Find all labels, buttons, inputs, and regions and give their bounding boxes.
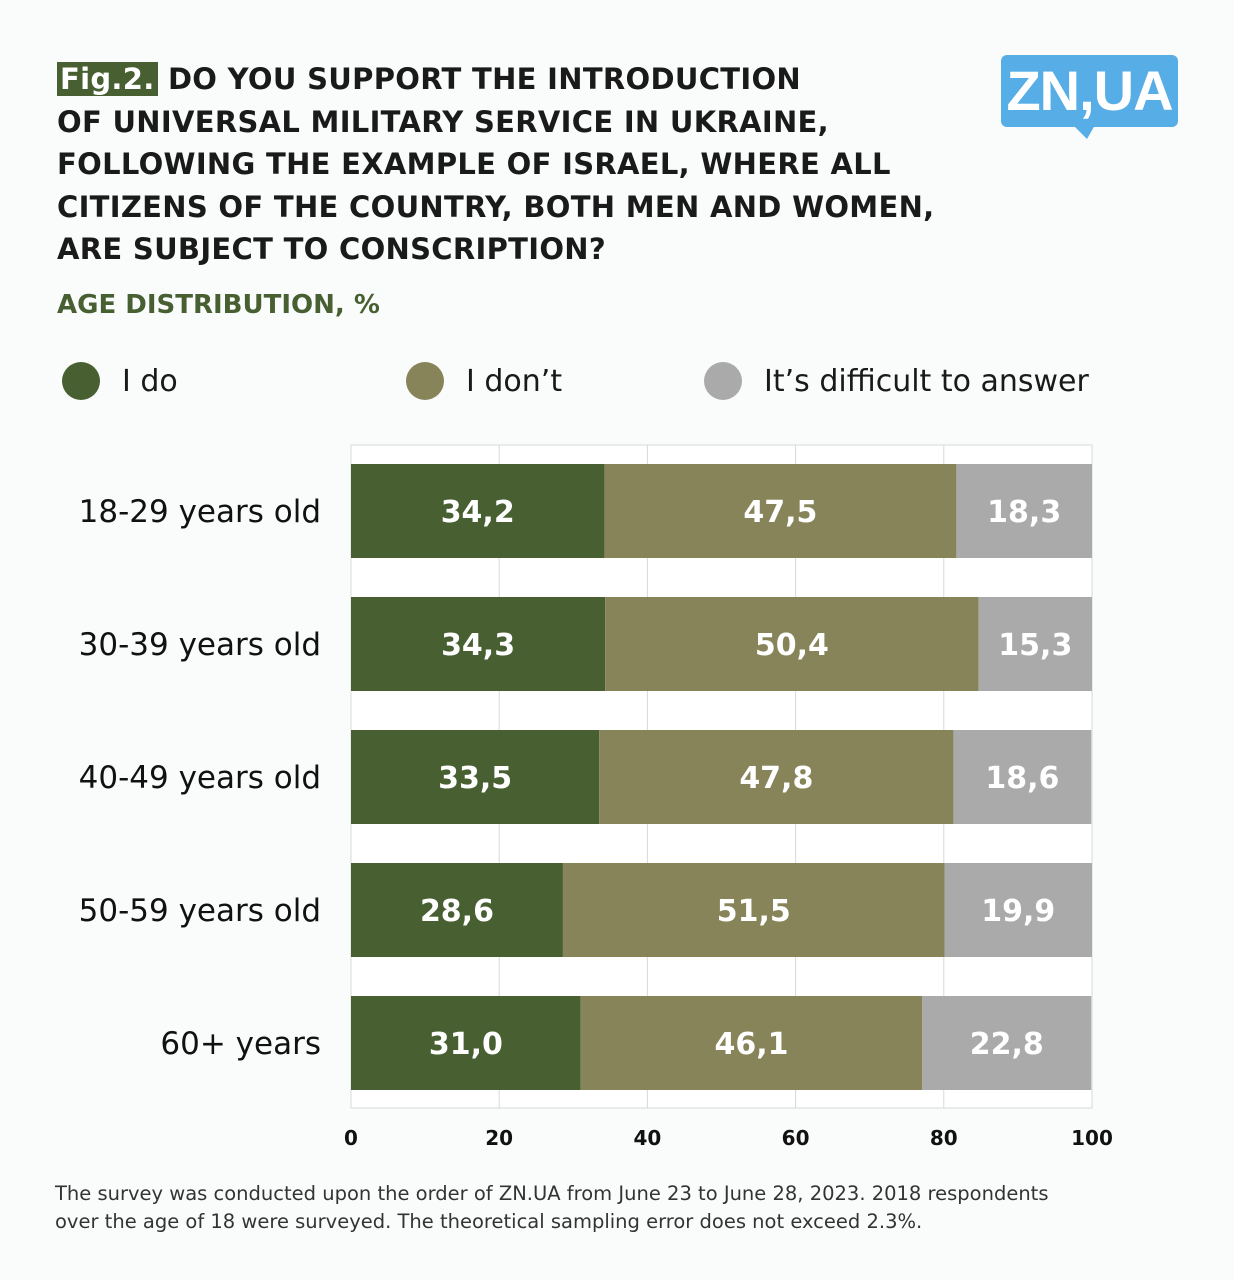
title-line: DO YOU SUPPORT THE INTRODUCTION bbox=[167, 62, 802, 96]
data-label: 34,2 bbox=[441, 495, 515, 530]
bar-segment bbox=[599, 730, 954, 824]
data-label: 19,9 bbox=[981, 894, 1055, 929]
title-line: CITIZENS OF THE COUNTRY, BOTH MEN AND WO… bbox=[57, 189, 935, 224]
data-label: 34,3 bbox=[441, 628, 515, 663]
figure-label: Fig.2. bbox=[57, 62, 158, 96]
bar-segment bbox=[922, 996, 1092, 1090]
zn-ua-logo: ZN,UA bbox=[1001, 55, 1178, 139]
footnote-line: over the age of 18 were surveyed. The th… bbox=[55, 1210, 923, 1233]
data-label: 47,8 bbox=[739, 761, 813, 796]
data-label: 33,5 bbox=[438, 761, 512, 796]
data-label: 15,3 bbox=[998, 628, 1072, 663]
data-label: 50,4 bbox=[755, 628, 829, 663]
x-tick-label: 60 bbox=[782, 1126, 810, 1150]
bar-segment bbox=[604, 464, 957, 558]
bar-segment bbox=[978, 597, 1092, 691]
title-line: OF UNIVERSAL MILITARY SERVICE IN UKRAINE… bbox=[57, 104, 829, 139]
x-tick-label: 100 bbox=[1071, 1126, 1113, 1150]
data-label: 31,0 bbox=[429, 1027, 503, 1062]
legend-swatch bbox=[62, 362, 100, 400]
legend-item-i-dont: I don’t bbox=[406, 362, 562, 400]
category-label: 18-29 years old bbox=[79, 494, 321, 530]
x-tick-label: 40 bbox=[633, 1126, 661, 1150]
footnote: The survey was conducted upon the order … bbox=[55, 1180, 1205, 1236]
legend-item-i-do: I do bbox=[62, 362, 178, 400]
category-label: 50-59 years old bbox=[79, 893, 321, 929]
title-line: FOLLOWING THE EXAMPLE OF ISRAEL, WHERE A… bbox=[57, 147, 891, 181]
x-tick-label: 80 bbox=[930, 1126, 958, 1150]
bar-segment bbox=[944, 863, 1092, 957]
data-label: 46,1 bbox=[714, 1027, 788, 1062]
bar-segment bbox=[351, 996, 581, 1090]
title-line: ARE SUBJECT TO CONSCRIPTION? bbox=[57, 232, 606, 266]
bar-segment bbox=[351, 464, 605, 558]
data-label: 28,6 bbox=[420, 894, 494, 929]
x-tick-label: 20 bbox=[485, 1126, 513, 1150]
data-label: 22,8 bbox=[970, 1027, 1044, 1062]
category-label: 60+ years bbox=[160, 1026, 321, 1062]
chart-title: Fig.2. DO YOU SUPPORT THE INTRODUCTION OF… bbox=[57, 58, 934, 271]
data-label: 47,5 bbox=[743, 495, 817, 530]
legend-swatch bbox=[406, 362, 444, 400]
legend-item-difficult: It’s difficult to answer bbox=[704, 362, 1089, 400]
legend-label: It’s difficult to answer bbox=[764, 363, 1089, 399]
data-label: 18,6 bbox=[985, 761, 1059, 796]
bar-segment bbox=[562, 863, 945, 957]
bar-segment bbox=[351, 597, 606, 691]
data-label: 18,3 bbox=[987, 495, 1061, 530]
category-label: 40-49 years old bbox=[79, 760, 321, 796]
bar-segment bbox=[580, 996, 923, 1090]
category-label: 30-39 years old bbox=[79, 627, 321, 663]
bar-segment bbox=[351, 863, 563, 957]
bar-segment bbox=[953, 730, 1092, 824]
bar-segment bbox=[605, 597, 979, 691]
footnote-line: The survey was conducted upon the order … bbox=[55, 1182, 1049, 1205]
legend-label: I don’t bbox=[466, 363, 563, 399]
x-tick-label: 0 bbox=[344, 1126, 358, 1150]
legend-label: I do bbox=[122, 363, 178, 399]
legend-swatch bbox=[704, 362, 742, 400]
data-label: 51,5 bbox=[717, 894, 791, 929]
bar-segment bbox=[351, 730, 600, 824]
bar-segment bbox=[956, 464, 1092, 558]
chart-subtitle: AGE DISTRIBUTION, % bbox=[57, 290, 380, 320]
